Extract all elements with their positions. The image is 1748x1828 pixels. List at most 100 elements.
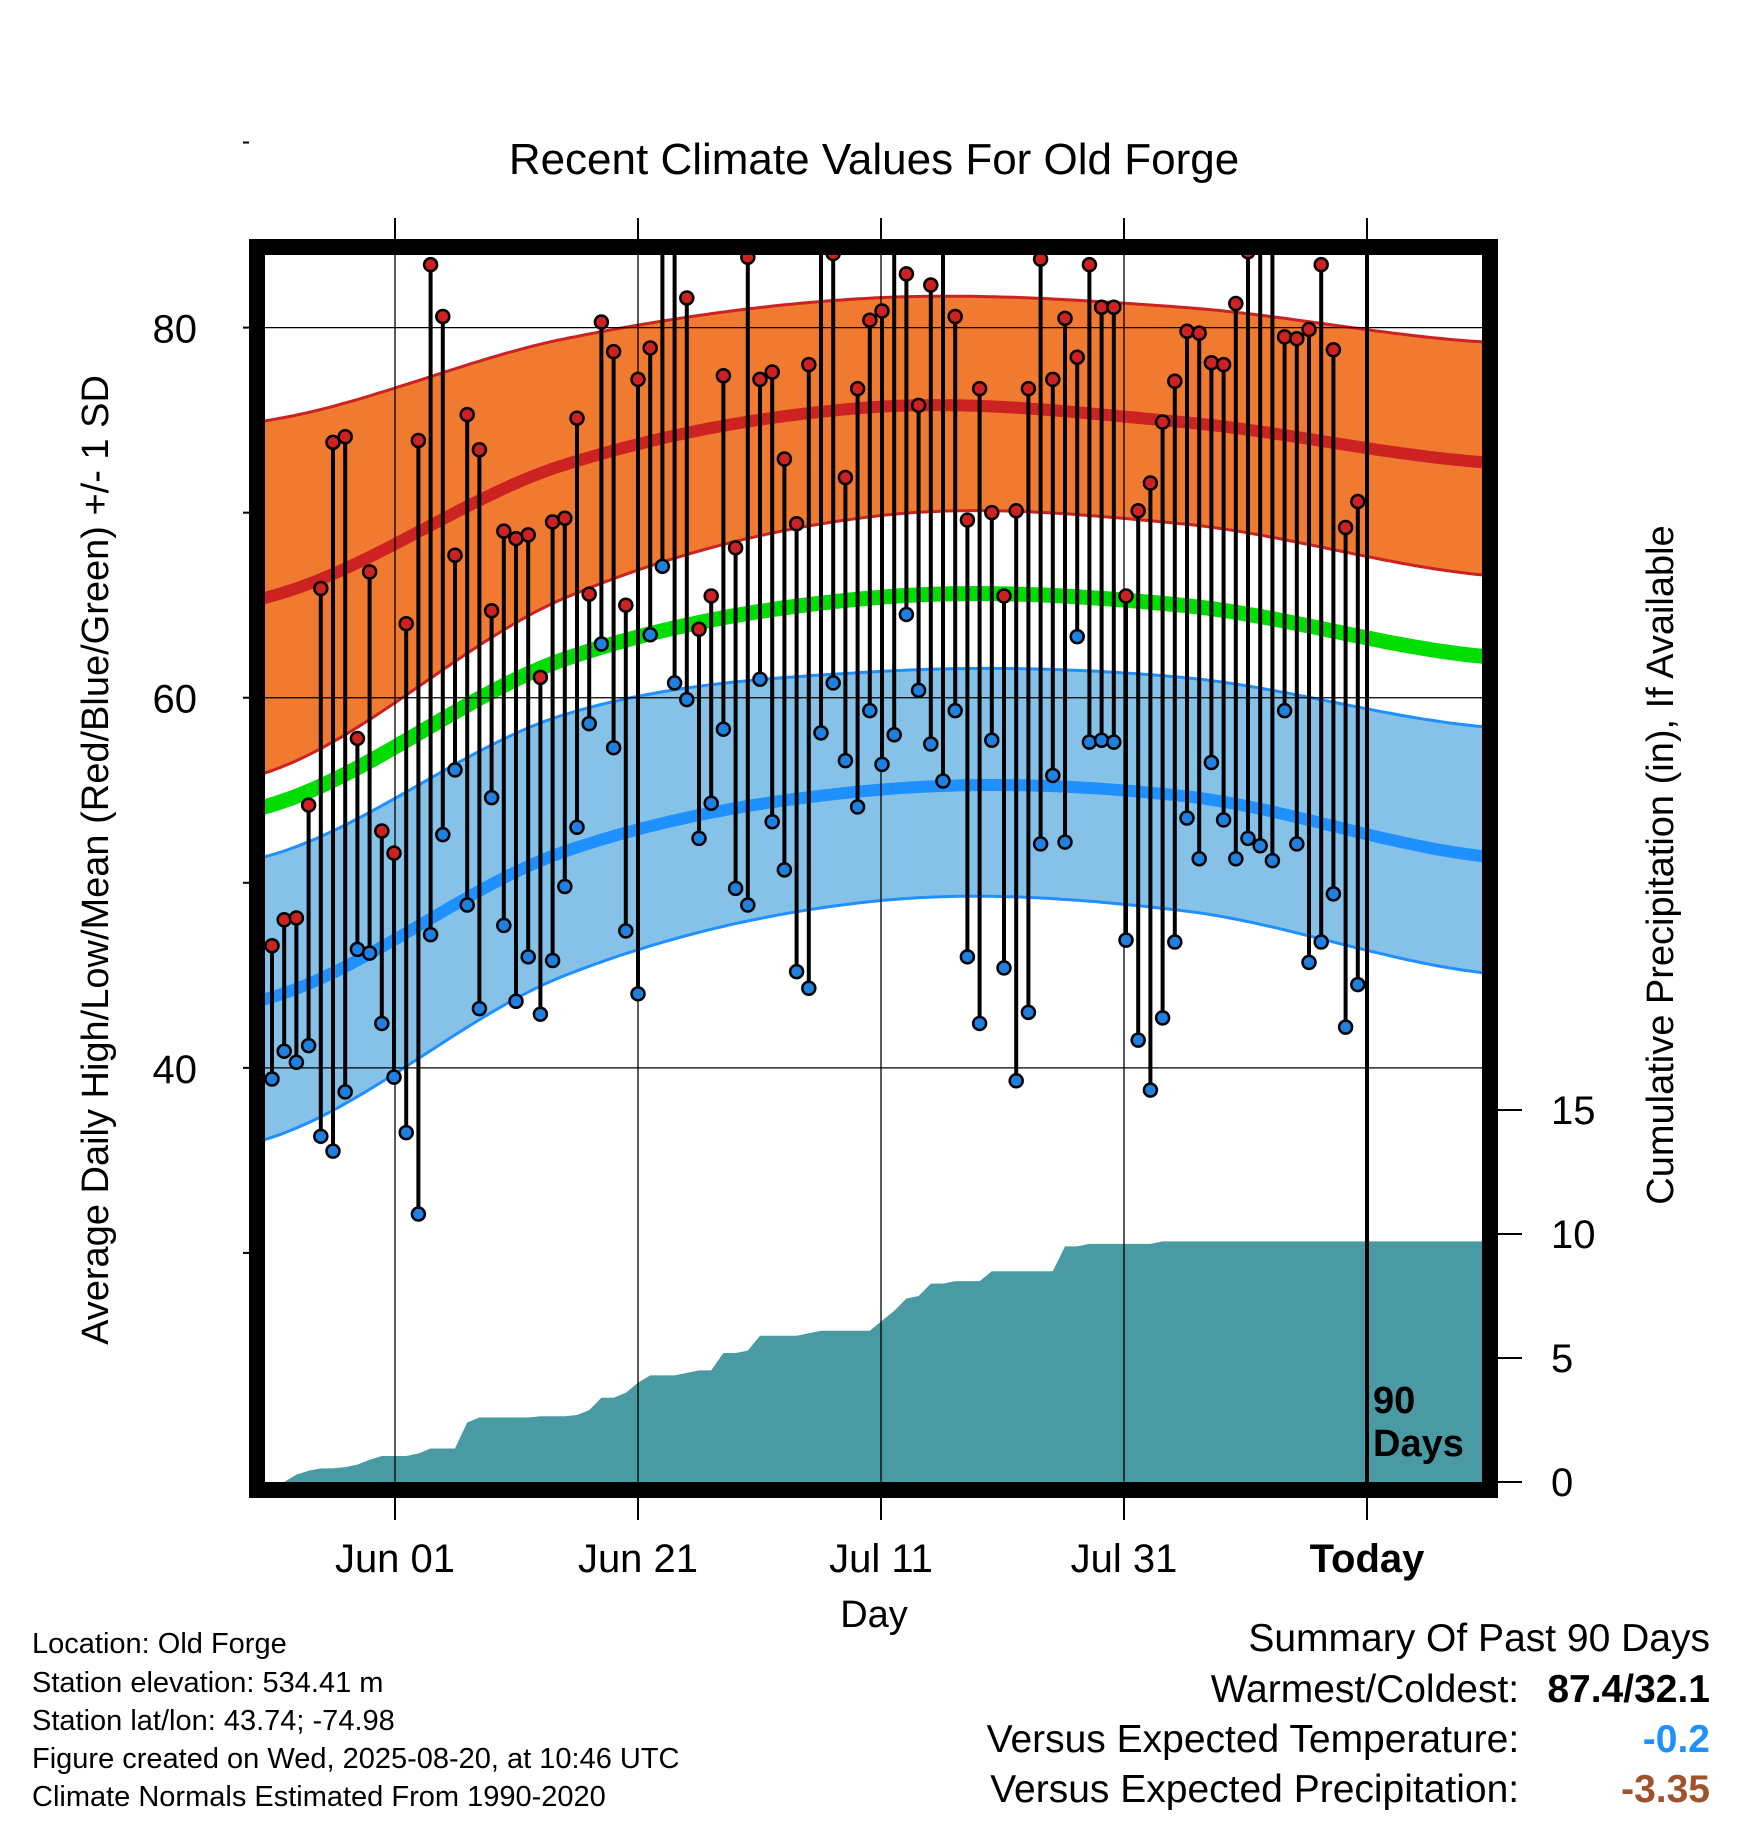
- elevation-text: Station elevation: 534.41 m: [32, 1667, 384, 1699]
- plot-content: [257, 184, 1490, 1490]
- created-text: Figure created on Wed, 2025-08-20, at 10…: [32, 1743, 680, 1775]
- daily-high-point: [1081, 256, 1098, 273]
- daily-high-point: [801, 356, 817, 373]
- daily-high-point: [1215, 356, 1232, 373]
- daily-low-point: [1325, 886, 1342, 902]
- daily-high-point: [337, 429, 353, 445]
- daily-high-point: [349, 730, 366, 747]
- daily-high-point: [581, 586, 597, 602]
- daily-low-point: [971, 1015, 988, 1032]
- daily-high-point: [569, 410, 585, 427]
- daily-low-point: [837, 752, 854, 769]
- daily-low-point: [520, 949, 536, 965]
- daily-high-point: [1203, 355, 1220, 371]
- daily-high-point: [874, 303, 890, 319]
- precip-label: Versus Expected Precipitation:: [990, 1768, 1520, 1811]
- daily-low-point: [984, 732, 1000, 749]
- y2-tick-label: 15: [1551, 1089, 1596, 1133]
- daily-low-point: [752, 671, 768, 687]
- daily-low-point: [1032, 836, 1049, 852]
- y2-tick-label: 0: [1551, 1461, 1573, 1505]
- y2-axis-label: Cumulative Precipitation (in), If Availa…: [1640, 525, 1682, 1204]
- daily-high-point: [630, 371, 646, 388]
- daily-low-point: [496, 917, 512, 934]
- daily-low-point: [935, 773, 951, 789]
- daily-high-point: [264, 937, 280, 954]
- warm-cold-value: 87.4/32.1: [1547, 1668, 1710, 1711]
- daily-low-point: [996, 960, 1012, 976]
- daily-low-point: [398, 1124, 414, 1141]
- daily-high-point: [1020, 380, 1037, 397]
- daily-high-point: [496, 523, 512, 539]
- temp-label: Versus Expected Temperature:: [986, 1718, 1520, 1761]
- daily-high-point: [1118, 588, 1134, 604]
- daily-low-point: [374, 1015, 390, 1032]
- daily-high-point: [1008, 503, 1024, 519]
- daily-high-point: [532, 669, 549, 686]
- period-label-line: 90: [1373, 1380, 1415, 1422]
- daily-low-point: [1203, 754, 1220, 771]
- location-text: Location: Old Forge: [32, 1628, 287, 1660]
- daily-low-point: [337, 1084, 353, 1100]
- precip-value: -3.35: [1621, 1768, 1710, 1811]
- daily-low-point: [1057, 834, 1073, 850]
- daily-high-point: [1069, 349, 1085, 365]
- daily-high-point: [325, 434, 341, 451]
- y-tick-label: 80: [153, 308, 198, 352]
- daily-high-point: [374, 823, 390, 839]
- low-band-upper-edge: [257, 666, 1490, 861]
- daily-low-point: [788, 963, 805, 980]
- daily-high-point: [788, 516, 805, 532]
- summary-heading: Summary Of Past 90 Days: [1248, 1617, 1710, 1660]
- daily-low-point: [740, 897, 756, 913]
- daily-high-point: [1191, 325, 1207, 341]
- daily-high-point: [752, 371, 768, 388]
- daily-low-point: [422, 926, 439, 943]
- daily-low-point: [959, 949, 976, 965]
- daily-high-point: [386, 845, 402, 861]
- daily-low-point: [1289, 836, 1305, 852]
- daily-low-point: [642, 627, 658, 643]
- daily-high-point: [1057, 310, 1073, 327]
- summary-precip: Versus Expected Precipitation: -3.35: [990, 1768, 1710, 1812]
- daily-low-point: [1350, 976, 1366, 993]
- daily-high-point: [642, 340, 658, 356]
- daily-low-point: [923, 736, 939, 752]
- daily-high-point: [483, 602, 500, 619]
- daily-high-point: [1301, 321, 1317, 338]
- daily-low-point: [1215, 812, 1232, 828]
- daily-high-point: [459, 406, 475, 423]
- daily-high-point: [557, 510, 573, 526]
- daily-high-point: [1179, 323, 1195, 340]
- daily-high-point: [715, 367, 732, 384]
- x-tick-label: Jun 01: [335, 1537, 455, 1581]
- daily-high-point: [1350, 493, 1366, 510]
- daily-high-point: [947, 308, 963, 325]
- daily-high-point: [435, 308, 451, 325]
- daily-low-point: [1069, 628, 1085, 645]
- y-axis-label: Average Daily High/Low/Mean (Red/Blue/Gr…: [75, 375, 117, 1345]
- daily-high-point: [605, 343, 622, 360]
- daily-high-point: [1167, 373, 1183, 390]
- daily-low-point: [386, 1069, 402, 1085]
- daily-low-point: [569, 819, 585, 836]
- y2-tick-label: 10: [1551, 1213, 1596, 1257]
- daily-low-point: [483, 789, 500, 806]
- daily-high-point: [703, 588, 719, 604]
- daily-low-point: [1167, 934, 1183, 950]
- daily-low-point: [361, 945, 378, 961]
- daily-low-point: [764, 813, 780, 830]
- daily-high-point: [288, 910, 305, 926]
- daily-low-point: [1252, 838, 1268, 854]
- y2-tick-label: 5: [1551, 1337, 1573, 1381]
- daily-low-point: [874, 756, 890, 773]
- daily-high-point: [764, 364, 780, 380]
- high-normal-line: [257, 399, 1490, 606]
- daily-low-point: [666, 675, 683, 691]
- daily-high-point: [618, 597, 634, 613]
- daily-low-point: [703, 795, 719, 811]
- daily-high-point: [656, 184, 669, 197]
- daily-high-point: [971, 380, 988, 397]
- daily-high-point: [471, 441, 488, 458]
